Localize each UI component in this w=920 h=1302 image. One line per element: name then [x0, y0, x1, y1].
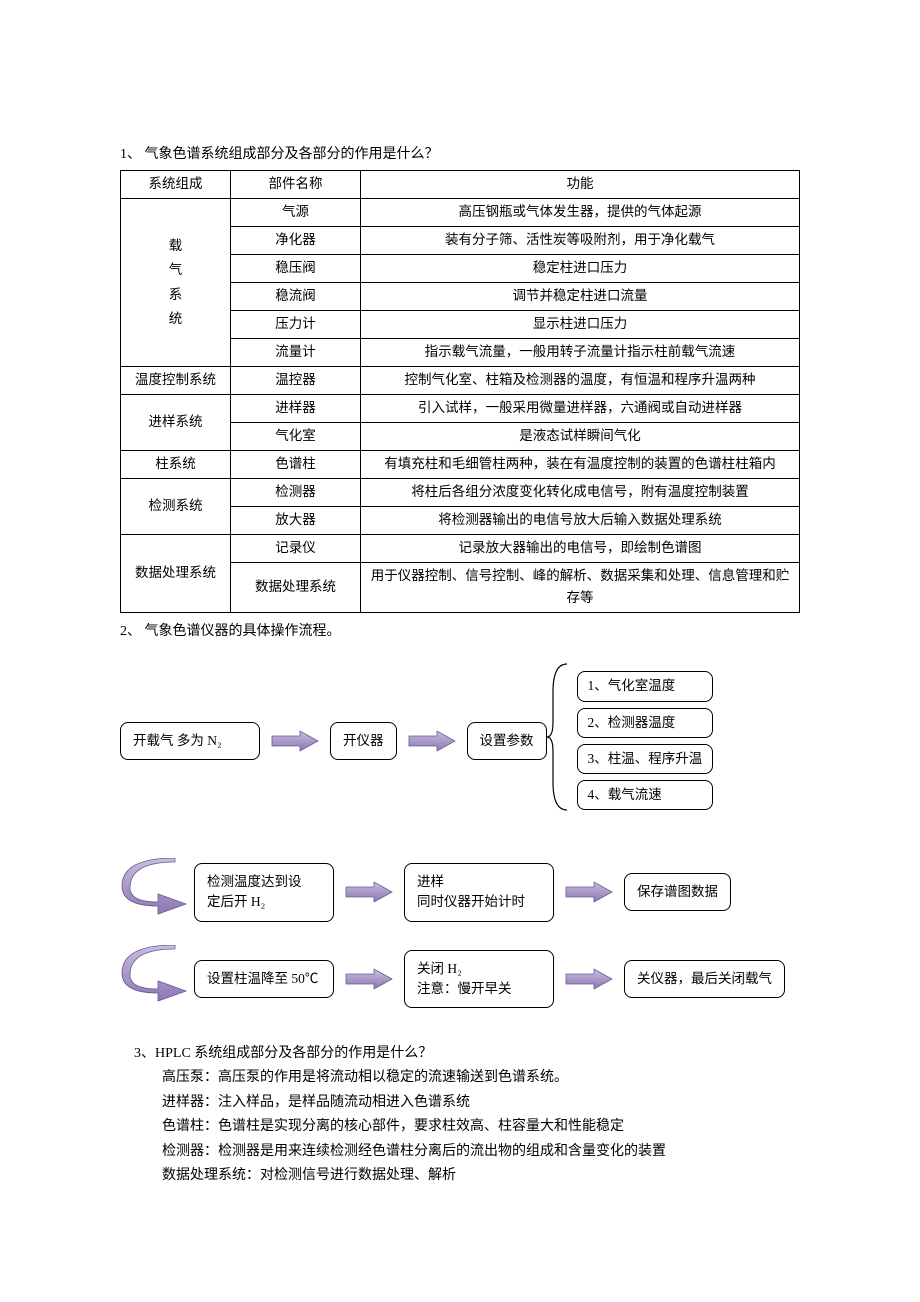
table-row: 检测系统 检测器 将柱后各组分浓度变化转化成电信号，附有温度控制装置 [121, 478, 800, 506]
q3-line: 数据处理系统：对检测信号进行数据处理、解析 [134, 1165, 800, 1187]
param-item: 2、检测器温度 [577, 708, 714, 738]
param-item: 3、柱温、程序升温 [577, 744, 714, 774]
q3-section: 3、HPLC 系统组成部分及各部分的作用是什么？ 高压泵：高压泵的作用是将流动相… [120, 1043, 800, 1187]
th-func: 功能 [361, 171, 800, 199]
arrow-icon [407, 729, 457, 753]
func-cell: 引入试样，一般采用微量进样器，六通阀或自动进样器 [361, 394, 800, 422]
flow-row-2: 检测温度达到设 定后开 H₂ 进样 同时仪器开始计时 保存谱图数据 [120, 858, 800, 926]
part-cell: 流量计 [231, 339, 361, 367]
q3-line: 高压泵：高压泵的作用是将流动相以稳定的流速输送到色谱系统。 [134, 1067, 800, 1089]
part-cell: 温控器 [231, 366, 361, 394]
func-cell: 调节并稳定柱进口流量 [361, 283, 800, 311]
sys-detect: 检测系统 [121, 478, 231, 534]
table-row: 载 气 系 统 气源 高压钢瓶或气体发生器，提供的气体起源 [121, 199, 800, 227]
part-cell: 压力计 [231, 311, 361, 339]
th-part: 部件名称 [231, 171, 361, 199]
gc-components-table: 系统组成 部件名称 功能 载 气 系 统 气源 高压钢瓶或气体发生器，提供的气体… [120, 170, 800, 613]
sys-inject: 进样系统 [121, 394, 231, 450]
func-cell: 记录放大器输出的电信号，即绘制色谱图 [361, 534, 800, 562]
q3-line: 检测器：检测器是用来连续检测经色谱柱分离后的流出物的组成和含量变化的装置 [134, 1141, 800, 1163]
step-inject: 进样 同时仪器开始计时 [404, 863, 554, 922]
sys-carrier-gas: 载 气 系 统 [121, 199, 231, 367]
func-cell: 用于仪器控制、信号控制、峰的解析、数据采集和处理、信息管理和贮存等 [361, 562, 800, 613]
table-row: 温度控制系统 温控器 控制气化室、柱箱及检测器的温度，有恒温和程序升温两种 [121, 366, 800, 394]
q1-title: 1、 气象色谱系统组成部分及各部分的作用是什么？ [120, 144, 800, 166]
arrow-icon [344, 880, 394, 904]
func-cell: 指示载气流量，一般用转子流量计指示柱前载气流速 [361, 339, 800, 367]
part-cell: 记录仪 [231, 534, 361, 562]
table-row: 数据处理系统 记录仪 记录放大器输出的电信号，即绘制色谱图 [121, 534, 800, 562]
step-close-h2: 关闭 H₂ 注意：慢开早关 [404, 950, 554, 1009]
part-cell: 色谱柱 [231, 450, 361, 478]
func-cell: 将检测器输出的电信号放大后输入数据处理系统 [361, 506, 800, 534]
arrow-icon [564, 880, 614, 904]
param-item: 4、载气流速 [577, 780, 714, 810]
step-cool-column: 设置柱温降至 50℃ [194, 960, 334, 998]
step-power-on: 开仪器 [330, 722, 397, 760]
curve-arrow-icon [120, 858, 190, 926]
func-cell: 有填充柱和毛细管柱两种，装在有温度控制的装置的色谱柱柱箱内 [361, 450, 800, 478]
q3-title: 3、HPLC 系统组成部分及各部分的作用是什么？ [134, 1043, 800, 1065]
func-cell: 高压钢瓶或气体发生器，提供的气体起源 [361, 199, 800, 227]
sys-temp: 温度控制系统 [121, 366, 231, 394]
part-cell: 稳流阀 [231, 283, 361, 311]
func-cell: 是液态试样瞬间气化 [361, 422, 800, 450]
func-cell: 稳定柱进口压力 [361, 255, 800, 283]
step-power-off: 关仪器，最后关闭载气 [624, 960, 785, 998]
curve-arrow-icon [120, 945, 190, 1013]
q2-title: 2、 气象色谱仪器的具体操作流程。 [120, 621, 800, 643]
table-row: 柱系统 色谱柱 有填充柱和毛细管柱两种，装在有温度控制的装置的色谱柱柱箱内 [121, 450, 800, 478]
part-cell: 检测器 [231, 478, 361, 506]
func-cell: 控制气化室、柱箱及检测器的温度，有恒温和程序升温两种 [361, 366, 800, 394]
flow-row-3: 设置柱温降至 50℃ 关闭 H₂ 注意：慢开早关 关仪器，最后关闭载气 [120, 945, 800, 1013]
q3-line: 色谱柱：色谱柱是实现分离的核心部件，要求柱效高、柱容量大和性能稳定 [134, 1116, 800, 1138]
step-save-data: 保存谱图数据 [624, 873, 731, 911]
step-set-params: 设置参数 [467, 722, 547, 760]
sys-data: 数据处理系统 [121, 534, 231, 613]
param-item: 1、气化室温度 [577, 671, 714, 701]
th-sys: 系统组成 [121, 171, 231, 199]
step-open-h2: 检测温度达到设 定后开 H₂ [194, 863, 334, 922]
q3-line: 进样器：注入样品，是样品随流动相进入色谱系统 [134, 1092, 800, 1114]
arrow-icon [344, 967, 394, 991]
table-header-row: 系统组成 部件名称 功能 [121, 171, 800, 199]
part-cell: 气化室 [231, 422, 361, 450]
arrow-icon [564, 967, 614, 991]
func-cell: 将柱后各组分浓度变化转化成电信号，附有温度控制装置 [361, 478, 800, 506]
flowchart: 开载气 多为 N₂ 开仪器 设置参数 1、气化室温度 2、检测器温度 3、柱温、… [120, 662, 800, 1013]
step-carrier-gas: 开载气 多为 N₂ [120, 722, 260, 760]
part-cell: 数据处理系统 [231, 562, 361, 613]
part-cell: 进样器 [231, 394, 361, 422]
table-row: 进样系统 进样器 引入试样，一般采用微量进样器，六通阀或自动进样器 [121, 394, 800, 422]
part-cell: 放大器 [231, 506, 361, 534]
func-cell: 显示柱进口压力 [361, 311, 800, 339]
part-cell: 稳压阀 [231, 255, 361, 283]
part-cell: 净化器 [231, 227, 361, 255]
param-list: 1、气化室温度 2、检测器温度 3、柱温、程序升温 4、载气流速 [577, 671, 714, 810]
sys-column: 柱系统 [121, 450, 231, 478]
brace-icon [547, 662, 569, 820]
flow-row-1: 开载气 多为 N₂ 开仪器 设置参数 1、气化室温度 2、检测器温度 3、柱温、… [120, 662, 800, 820]
part-cell: 气源 [231, 199, 361, 227]
func-cell: 装有分子筛、活性炭等吸附剂，用于净化载气 [361, 227, 800, 255]
arrow-icon [270, 729, 320, 753]
